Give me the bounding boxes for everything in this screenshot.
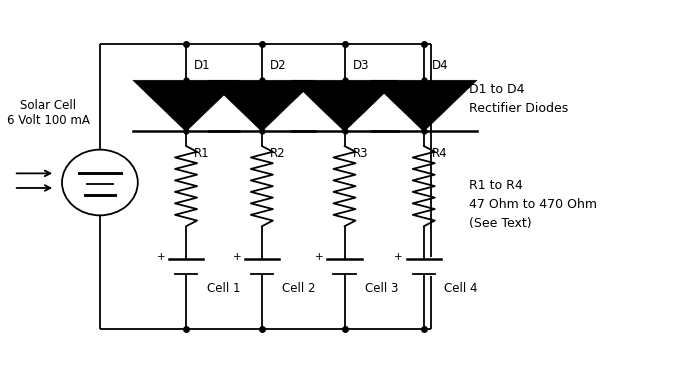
Polygon shape [209, 80, 315, 131]
Text: +: + [315, 252, 324, 262]
Text: Cell 3: Cell 3 [365, 282, 398, 295]
Text: Cell 2: Cell 2 [282, 282, 316, 295]
Polygon shape [133, 80, 239, 131]
Text: R2: R2 [270, 147, 286, 160]
Text: +: + [394, 252, 403, 262]
Text: +: + [156, 252, 165, 262]
Text: D2: D2 [270, 59, 287, 72]
Text: Cell 1: Cell 1 [207, 282, 240, 295]
Text: +: + [232, 252, 241, 262]
Text: D1 to D4
Rectifier Diodes: D1 to D4 Rectifier Diodes [469, 82, 568, 115]
Text: R1 to R4
47 Ohm to 470 Ohm
(See Text): R1 to R4 47 Ohm to 470 Ohm (See Text) [469, 179, 597, 230]
Text: Cell 4: Cell 4 [444, 282, 478, 295]
Text: D3: D3 [353, 59, 369, 72]
Text: D1: D1 [194, 59, 211, 72]
Text: Solar Cell
6 Volt 100 mA: Solar Cell 6 Volt 100 mA [7, 99, 90, 127]
Text: R1: R1 [194, 147, 210, 160]
Polygon shape [371, 80, 477, 131]
Text: R4: R4 [432, 147, 448, 160]
Text: R3: R3 [353, 147, 368, 160]
Polygon shape [291, 80, 398, 131]
Text: D4: D4 [432, 59, 449, 72]
